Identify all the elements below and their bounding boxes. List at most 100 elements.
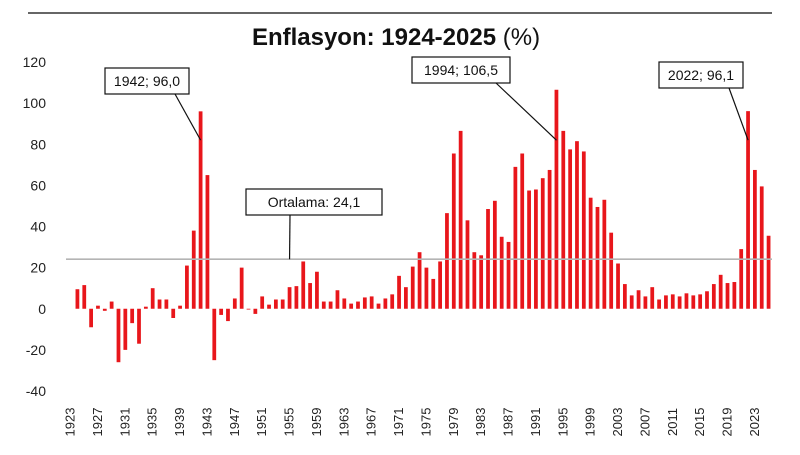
bar <box>479 255 484 309</box>
bar <box>191 230 196 309</box>
bar <box>492 200 497 309</box>
bar <box>650 287 655 309</box>
bar <box>657 299 661 309</box>
bar <box>287 287 292 309</box>
x-tick-label: 1931 <box>117 408 132 437</box>
bar <box>157 299 162 309</box>
bar <box>328 301 333 309</box>
x-tick-label: 2007 <box>637 408 652 437</box>
bar <box>568 149 573 309</box>
bar <box>431 278 436 309</box>
bar <box>684 293 689 309</box>
bar <box>178 305 182 309</box>
annotation-callout: 1994; 106,5 <box>411 56 557 141</box>
bar <box>636 290 641 309</box>
bar <box>301 261 306 309</box>
annotations: 1942; 96,0 1994; 106,5 2022; 96,1 Ortalama:… <box>104 56 749 260</box>
bar <box>171 308 176 318</box>
bar <box>718 274 723 309</box>
x-tick-label: 1971 <box>391 408 406 437</box>
annotation-callout: Ortalama: 24,1 <box>245 188 383 260</box>
bar <box>109 301 114 309</box>
bar <box>253 308 258 314</box>
x-tick-label: 1991 <box>528 408 543 437</box>
bar <box>164 299 169 309</box>
bar <box>89 308 93 328</box>
bar <box>130 308 135 324</box>
bar <box>472 252 477 309</box>
x-tick-label: 1999 <box>583 408 598 437</box>
bar <box>239 267 244 309</box>
bar <box>369 296 374 309</box>
bar <box>383 298 388 309</box>
bar <box>554 89 559 309</box>
bar <box>96 305 100 309</box>
x-tick-label: 1939 <box>172 408 187 437</box>
bar <box>219 308 224 315</box>
bar <box>445 213 449 309</box>
bar <box>670 294 675 309</box>
bar <box>102 308 107 311</box>
bar <box>746 111 750 309</box>
bar <box>711 284 716 309</box>
bar <box>677 296 682 309</box>
bar <box>732 282 737 309</box>
x-tick-label: 1935 <box>145 408 160 437</box>
x-tick-label: 1959 <box>309 408 324 437</box>
bar <box>280 299 285 309</box>
x-tick-label: 1927 <box>90 408 105 437</box>
bar <box>212 308 217 361</box>
bar <box>766 235 771 309</box>
x-tick-label: 2011 <box>665 408 680 436</box>
bar <box>356 301 360 309</box>
y-tick-label: 60 <box>30 177 46 193</box>
bar <box>698 294 703 309</box>
bar <box>246 308 251 310</box>
x-tick-label: 1955 <box>282 408 297 437</box>
bar <box>451 153 456 309</box>
x-tick-label: 1951 <box>254 408 269 437</box>
bar <box>150 288 155 309</box>
bar <box>321 301 326 309</box>
bar <box>759 186 764 309</box>
x-tick-label: 2023 <box>747 408 762 437</box>
bar-series <box>75 89 771 363</box>
annotation-label: 2022; 96,1 <box>668 67 734 83</box>
bar <box>404 287 408 309</box>
x-tick-label: 2019 <box>720 408 735 437</box>
bar <box>82 285 87 309</box>
annotation-box <box>411 56 511 84</box>
y-tick-label: -40 <box>26 383 46 399</box>
bar <box>376 303 381 309</box>
y-tick-label: -20 <box>26 342 46 358</box>
bar <box>438 261 442 309</box>
bar <box>143 306 148 309</box>
bar <box>595 206 600 309</box>
bar <box>335 290 340 309</box>
bar <box>616 263 620 309</box>
x-tick-label: 1979 <box>446 408 461 437</box>
bar <box>588 197 593 309</box>
bar <box>513 166 518 309</box>
bar <box>116 308 121 363</box>
bar <box>575 141 579 309</box>
bar <box>198 111 203 309</box>
bar <box>458 130 463 309</box>
x-tick-label: 1923 <box>63 408 78 437</box>
y-tick-label: 0 <box>38 301 46 317</box>
annotation-box <box>658 61 744 89</box>
annotation-leader-line <box>174 93 202 141</box>
bar <box>643 296 648 309</box>
annotation-label: 1994; 106,5 <box>424 62 498 78</box>
annotation-leader-line <box>728 87 749 141</box>
bar <box>349 303 354 309</box>
annotation-label: 1942; 96,0 <box>114 73 180 89</box>
chart-title: Enflasyon: 1924-2025 (%) <box>252 24 540 51</box>
bar <box>725 283 730 309</box>
y-axis: -40 -20 0 20 40 60 80 100 120 <box>23 54 47 399</box>
bar <box>424 267 429 309</box>
bar <box>629 295 634 309</box>
x-tick-label: 1967 <box>364 408 379 437</box>
x-tick-label: 1943 <box>199 408 214 437</box>
bar <box>232 298 237 309</box>
